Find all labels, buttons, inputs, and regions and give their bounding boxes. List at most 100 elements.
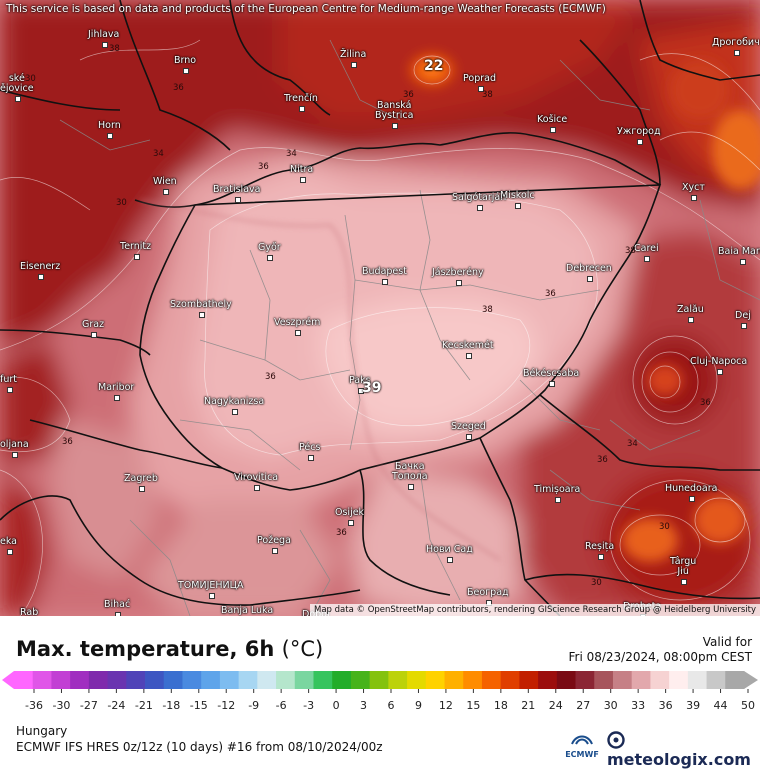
legend-tick-label: 50 [741, 699, 755, 712]
city-label: Trenčín [284, 94, 318, 112]
city-marker [586, 276, 593, 282]
legend-swatch [219, 671, 240, 689]
city-label: Târgu Jiu [670, 557, 696, 585]
city-label: Požega [257, 536, 291, 554]
legend-tick-label: -9 [248, 699, 259, 712]
city-marker [689, 496, 696, 502]
city-marker [91, 332, 98, 338]
city-marker [6, 549, 13, 555]
city-marker [114, 395, 121, 401]
city-marker [357, 388, 364, 394]
city-marker [101, 42, 108, 48]
city-label: Osijek [335, 508, 364, 526]
city-label: Cluj-Napoca [690, 357, 747, 375]
isotherm-lines [0, 39, 760, 616]
legend-tick-label: 6 [388, 699, 395, 712]
meteologix-brand[interactable]: meteologix.com [607, 731, 760, 769]
valid-time: Valid for Fri 08/23/2024, 08:00pm CEST [568, 635, 752, 665]
danube-river [139, 199, 501, 561]
isotherm-label: 38 [482, 90, 493, 100]
legend-swatch [725, 671, 745, 689]
legend-swatch [500, 671, 520, 689]
city-marker [733, 50, 740, 56]
city-label: oljana [0, 440, 29, 458]
legend-swatch [126, 671, 146, 689]
isotherm-label: 34 [627, 439, 638, 449]
city-marker [254, 485, 261, 491]
city-marker [107, 133, 114, 139]
city-label: Београд [467, 588, 509, 606]
legend-swatch [313, 671, 333, 689]
city-label: Nagykanizsa [204, 397, 264, 415]
city-label: Virovitica [234, 473, 278, 491]
legend-swatch [238, 671, 258, 689]
city-label: Bratislava [213, 185, 260, 203]
city-label: Graz [82, 320, 104, 338]
city-label: Maribor [98, 383, 134, 401]
legend-swatch [163, 671, 183, 689]
legend-tick-label: -36 [25, 699, 43, 712]
legend-swatch [594, 671, 614, 689]
legend-tick-label: 3 [360, 699, 367, 712]
temperature-field [0, 0, 760, 616]
city-label: Zalău [677, 305, 704, 323]
city-marker [466, 434, 473, 440]
city-marker [681, 579, 688, 585]
city-marker [550, 127, 557, 133]
weather-map[interactable]: Jihlava Brno Žilina Poprad Дрогобич ské ějovi… [0, 0, 760, 616]
legend-swatch [556, 671, 576, 689]
legend-swatch [145, 671, 165, 689]
city-marker [477, 205, 484, 211]
city-label: Banská Bystrica [375, 101, 413, 129]
map-attribution[interactable]: Map data © OpenStreetMap contributors, r… [310, 604, 760, 616]
city-label: Dej [735, 311, 751, 329]
city-marker [392, 123, 399, 129]
city-label: Szeged [451, 422, 486, 440]
city-label: Pécs [299, 443, 320, 461]
city-label: Нови Сад [426, 545, 473, 563]
legend-swatch [612, 671, 633, 689]
city-marker [299, 177, 306, 183]
city-marker [232, 409, 239, 415]
city-label: ТОМИЈЕНИЦА [178, 581, 244, 599]
legend-tick-label: 27 [576, 699, 590, 712]
isotherm-label: 36 [545, 289, 556, 299]
isotherm-label: 36 [700, 398, 711, 408]
isotherm-label: 34 [153, 149, 164, 159]
meteologix-logo-icon [607, 731, 625, 749]
legend-swatch [706, 671, 726, 689]
city-marker [382, 279, 389, 285]
city-label: Debrecen [566, 264, 612, 282]
city-label: Szombathely [170, 300, 232, 318]
region-borders [59, 39, 760, 616]
legend-swatch [257, 671, 277, 689]
city-marker [477, 86, 484, 92]
country-borders [0, 0, 760, 616]
city-marker [447, 557, 454, 563]
legend-swatch [369, 671, 389, 689]
city-marker [307, 455, 314, 461]
legend-swatch [107, 671, 127, 689]
legend-swatch [14, 671, 34, 689]
city-label: Хуст [682, 183, 705, 201]
legend-tick-label: 12 [439, 699, 453, 712]
legend-swatch [519, 671, 539, 689]
valid-value: Fri 08/23/2024, 08:00pm CEST [568, 650, 752, 664]
city-marker [162, 189, 169, 195]
title-text: Max. temperature, 6h [16, 637, 275, 661]
isotherm-label: 36 [265, 372, 276, 382]
city-label: Budapest [362, 267, 407, 285]
ecmwf-logo[interactable]: ECMWF [563, 731, 601, 759]
legend-swatch [294, 671, 314, 689]
city-marker [6, 387, 13, 393]
legend-tick-label: 24 [549, 699, 563, 712]
isotherm-label: 36 [62, 437, 73, 447]
legend-tick-label: -24 [107, 699, 125, 712]
legend-tick-label: -27 [80, 699, 98, 712]
isotherm-label: 30 [659, 522, 670, 532]
legend-swatch [388, 671, 408, 689]
city-marker [716, 369, 723, 375]
city-marker [133, 254, 140, 260]
city-label: Košice [537, 115, 567, 133]
ecmwf-logo-icon [571, 735, 593, 745]
